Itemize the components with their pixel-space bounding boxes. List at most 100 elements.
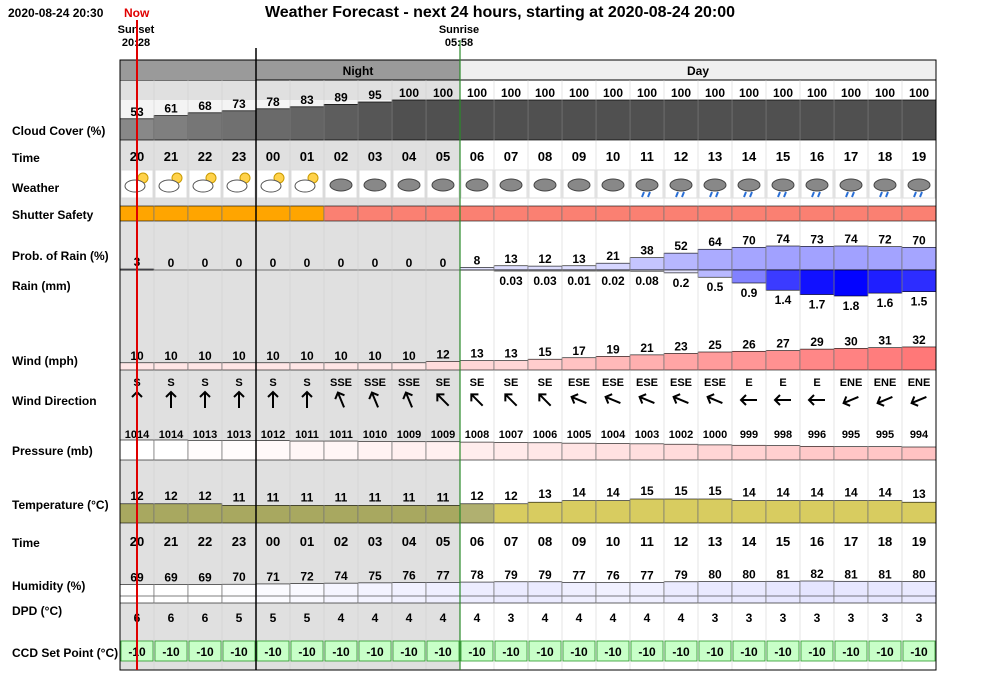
hour-label-2: 04 [402,534,417,549]
hour-label-2: 05 [436,534,450,549]
temperature-bar [697,498,733,524]
rain-value: 0.08 [635,274,659,288]
humidity-value: 74 [334,569,348,583]
wind-bar [323,362,359,371]
humidity-value: 79 [504,568,518,582]
dpd-value: 3 [882,611,889,625]
temperature-bar [221,505,257,524]
wind-direction-label: S [167,377,174,389]
prob-rain-bar [561,265,597,271]
dpd-value: 6 [168,611,175,625]
wind-arrow-icon [739,394,757,406]
cloud-icon [397,178,421,192]
hour-label-2: 03 [368,534,382,549]
temperature-bar [595,500,631,524]
hour-label: 10 [606,149,620,164]
wind-arrow-icon [604,393,621,404]
wind-value: 13 [470,347,484,361]
wind-direction-label: ESE [636,377,658,389]
wind-value: 10 [334,349,348,363]
prob-rain-value: 64 [708,235,722,249]
wind-bar [561,357,597,371]
prob-rain-value: 72 [878,233,892,247]
humidity-value: 69 [164,570,178,584]
wind-direction-label: E [813,377,820,389]
wind-direction-label: SE [538,377,553,389]
cloud-cover-value: 100 [501,86,521,100]
dpd-value: 3 [746,611,753,625]
rain-drop-icon [879,191,889,198]
pressure-bar [595,443,631,461]
hour-label: 09 [572,149,586,164]
hour-label-2: 06 [470,534,484,549]
pressure-value: 1006 [533,429,557,441]
wind-value: 13 [504,347,518,361]
hour-label: 17 [844,149,858,164]
shutter-safety-cell [663,205,699,222]
ccd-cell [698,640,732,662]
wind-bar [697,351,733,371]
row-label-wind: Wind (mph) [12,354,78,368]
ccd-value: -10 [706,645,724,659]
cloud-cover-bar [323,104,359,141]
wind-bar [799,348,835,371]
wind-direction-label: SE [470,377,485,389]
ccd-cell [324,640,358,662]
prob-rain-value: 74 [844,232,858,246]
pressure-bar [187,440,223,461]
wind-direction-label: ESE [670,377,692,389]
pressure-value: 995 [876,429,894,441]
wind-bar [391,362,427,371]
ccd-cell [596,640,630,662]
rain-value: 1.8 [843,299,860,313]
rain-value: 0.01 [567,274,591,288]
cloud-cover-value: 100 [739,86,759,100]
row-label-temperature: Temperature (°C) [12,498,109,512]
shutter-safety-cell [765,205,801,222]
pressure-value: 1010 [363,429,387,441]
temperature-value: 11 [437,490,450,504]
rain-value: 0.9 [741,286,758,300]
dpd-value: 4 [338,611,345,625]
ccd-value: -10 [842,645,860,659]
pressure-value: 1002 [669,429,693,441]
wind-direction-label: SSE [398,377,420,389]
ccd-value: -10 [774,645,792,659]
ccd-value: -10 [196,645,214,659]
hour-label: 23 [232,149,246,164]
shutter-safety-cell [595,205,631,222]
wind-bar [833,348,869,371]
temperature-value: 15 [674,484,688,498]
hour-label-2: 13 [708,534,722,549]
cloud-cover-bar [867,99,903,141]
dpd-value: 3 [780,611,787,625]
rain-bar [901,269,937,292]
dpd-value: 4 [440,611,447,625]
pressure-bar [255,440,291,461]
pressure-value: 1009 [431,429,455,441]
wind-value: 32 [912,333,926,347]
humidity-bar [255,583,291,604]
wind-arrow-icon [706,393,723,404]
temperature-bar [323,505,359,524]
dpd-value: 4 [474,611,481,625]
rain-bar [731,269,767,284]
wind-direction-label: ESE [602,377,624,389]
temperature-bar [799,500,835,524]
prob-rain-bar [663,252,699,271]
humidity-bar [527,581,563,604]
prob-rain-value: 74 [776,232,790,246]
temperature-value: 12 [504,489,518,503]
ccd-value: -10 [638,645,656,659]
hour-label-2: 21 [164,534,178,549]
cloud-cover-value: 73 [232,97,246,111]
cloud-icon [192,179,214,193]
prob-rain-bar [527,265,563,271]
cloud-cover-bar [459,99,495,141]
humidity-value: 81 [844,567,858,581]
cloud-icon [839,178,863,192]
cloud-icon [737,178,761,192]
sunset-time: 20:28 [121,37,151,49]
humidity-bar [391,582,427,604]
wind-value: 10 [198,349,212,363]
